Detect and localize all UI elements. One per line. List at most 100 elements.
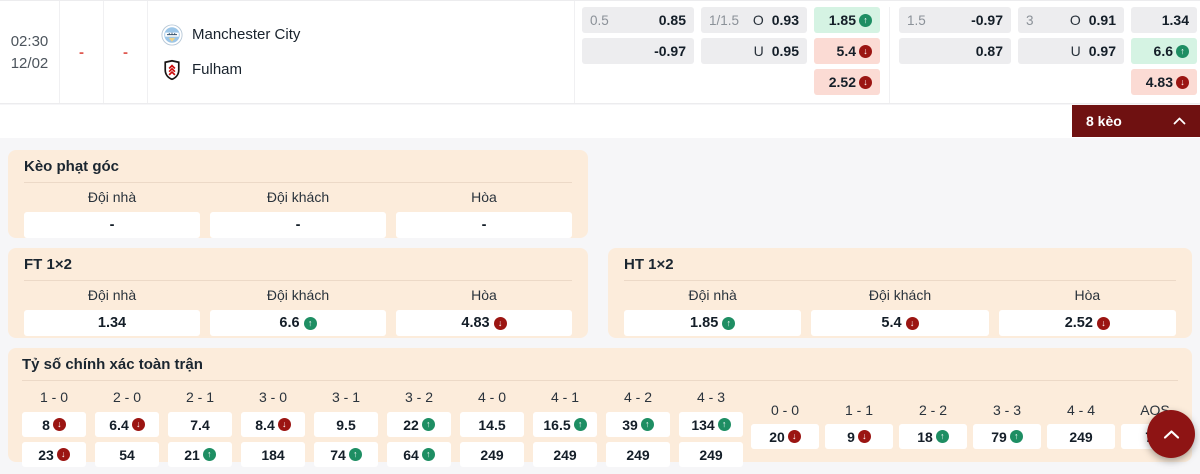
ft-values: 1.34 6.6 ↑ 4.83 ↓ <box>24 310 572 336</box>
away-header: Đội khách <box>266 189 330 205</box>
handicap-column-ft: 1.5 -0.97 0.87 <box>899 7 1011 103</box>
score-header: 1 - 1 <box>844 402 873 418</box>
handicap-column-ht: 0.5 0.85 -0.97 <box>582 7 694 103</box>
over-odds[interactable]: 1/1.5 O 0.93 <box>701 7 807 33</box>
1x2-draw-odds[interactable]: 4.83 ↓ <box>1131 69 1197 95</box>
under-odds[interactable]: U 0.95 <box>701 38 807 64</box>
odds-area: 0.5 0.85 -0.97 1/1.5 O 0.93 U 0.95 <box>575 1 1200 103</box>
score-header: 4 - 0 <box>477 389 506 405</box>
away-score: - <box>123 43 128 61</box>
score-odds-cell[interactable]: 249 <box>606 442 670 467</box>
score-grid-main: 1 - 0 2 - 0 2 - 1 3 - 0 3 - 1 3 - 2 4 - … <box>22 387 743 467</box>
score-odds-cell[interactable]: 54 <box>95 442 159 467</box>
trend-up-icon: ↑ <box>640 418 654 431</box>
score-header: 2 - 2 <box>918 402 947 418</box>
away-team-row[interactable]: Fulham <box>161 59 574 81</box>
sub-bar: 8 kèo <box>0 105 1200 138</box>
handicap-away-odds[interactable]: -0.97 <box>582 38 694 64</box>
score-header: 2 - 0 <box>112 389 141 405</box>
match-time-column: 02:30 12/02 <box>0 1 60 103</box>
teams-column: Manchester City Fulham <box>148 1 575 103</box>
ft-headers: Đội nhà Đội khách Hòa <box>24 287 572 305</box>
draw-header: Hòa <box>471 287 497 303</box>
score-odds-cell[interactable]: 21 ↑ <box>168 442 232 467</box>
trend-up-icon: ↑ <box>573 418 587 431</box>
score-odds-cell[interactable]: 20 ↓ <box>751 424 819 449</box>
score-odds-cell[interactable]: 18 ↑ <box>899 424 967 449</box>
score-odds-cell[interactable]: 79 ↑ <box>973 424 1041 449</box>
1x2-home-odds[interactable]: 1.85 ↑ <box>814 7 880 33</box>
1x2-draw-odds[interactable]: 2.52 ↓ <box>814 69 880 95</box>
handicap-home-odds[interactable]: 0.5 0.85 <box>582 7 694 33</box>
score-odds-cell[interactable]: 249 <box>460 442 524 467</box>
total-column-ht: 1/1.5 O 0.93 U 0.95 <box>701 7 807 103</box>
trend-down-icon: ↓ <box>277 418 291 431</box>
score-odds-cell[interactable]: 23 ↓ <box>22 442 86 467</box>
score-odds-cell[interactable]: 14.5 <box>460 412 524 437</box>
score-header: 0 - 0 <box>770 402 799 418</box>
trend-up-icon: ↑ <box>1176 44 1189 58</box>
ht-headers: Đội nhà Đội khách Hòa <box>624 287 1176 305</box>
score-odds-cell[interactable]: 9 ↓ <box>825 424 893 449</box>
handicap-away-odds[interactable]: 0.87 <box>899 38 1011 64</box>
ft-away-odds[interactable]: 6.6 ↑ <box>210 310 386 336</box>
scroll-to-top-button[interactable] <box>1147 410 1195 458</box>
corner-away-odds[interactable]: - <box>210 212 386 238</box>
away-team-name: Fulham <box>192 61 243 78</box>
score-header: 4 - 4 <box>1066 402 1095 418</box>
score-header: 2 - 1 <box>185 389 214 405</box>
over-label: O <box>1069 12 1081 28</box>
score-odds-cell[interactable]: 184 <box>241 442 305 467</box>
corner-draw-odds[interactable]: - <box>396 212 572 238</box>
score-odds-cell[interactable]: 249 <box>533 442 597 467</box>
odds-count-label: 8 kèo <box>1086 113 1122 129</box>
corner-home-odds[interactable]: - <box>24 212 200 238</box>
score-grids: 1 - 0 2 - 0 2 - 1 3 - 0 3 - 1 3 - 2 4 - … <box>22 381 1189 467</box>
1x2-away-odds[interactable]: 5.4 ↓ <box>814 38 880 64</box>
away-header: Đội khách <box>266 287 330 303</box>
trend-down-icon: ↓ <box>131 418 145 431</box>
score-odds-cell[interactable]: 39 ↑ <box>606 412 670 437</box>
score-odds-cell[interactable]: 16.5 ↑ <box>533 412 597 437</box>
odds-count-toggle[interactable]: 8 kèo <box>1072 105 1200 137</box>
score-header: 3 - 2 <box>404 389 433 405</box>
ft-draw-odds[interactable]: 4.83 ↓ <box>396 310 572 336</box>
under-odds[interactable]: U 0.97 <box>1018 38 1124 64</box>
score-odds-cell[interactable]: 6.4 ↓ <box>95 412 159 437</box>
score-header: 4 - 2 <box>623 389 652 405</box>
score-odds-cell[interactable]: 249 <box>679 442 743 467</box>
score-odds-cell[interactable]: 8.4 ↓ <box>241 412 305 437</box>
corner-values: - - - <box>24 212 572 238</box>
ft-home-odds[interactable]: 1.34 <box>24 310 200 336</box>
trend-down-icon: ↓ <box>52 418 66 431</box>
ht-away-odds[interactable]: 5.4 ↓ <box>811 310 989 336</box>
odds-group-ht: 0.5 0.85 -0.97 1/1.5 O 0.93 U 0.95 <box>582 7 889 103</box>
score-odds-cell[interactable]: 64 ↑ <box>387 442 451 467</box>
score-grid-draws: 0 - 0 1 - 1 2 - 2 3 - 3 4 - 4 AOS 20 ↓ 9 ↓… <box>751 400 1189 449</box>
correct-score-panel: Tỷ số chính xác toàn trận 1 - 0 2 - 0 2 … <box>8 348 1192 467</box>
ht-draw-odds[interactable]: 2.52 ↓ <box>998 310 1176 336</box>
home-team-row[interactable]: Manchester City <box>161 23 574 46</box>
home-header: Đội nhà <box>87 287 137 303</box>
total-line: 1/1.5 <box>709 12 740 28</box>
home-team-name: Manchester City <box>192 26 301 43</box>
score-odds-cell[interactable]: 249 <box>1047 424 1115 449</box>
total-column-ft: 3 O 0.91 U 0.97 <box>1018 7 1124 103</box>
score-odds-cell[interactable]: 7.4 <box>168 412 232 437</box>
trend-up-icon: ↑ <box>859 13 872 27</box>
under-label: U <box>753 43 764 59</box>
home-header: Đội nhà <box>87 189 137 205</box>
handicap-home-odds[interactable]: 1.5 -0.97 <box>899 7 1011 33</box>
trend-up-icon: ↑ <box>935 430 949 443</box>
score-odds-cell[interactable]: 9.5 <box>314 412 378 437</box>
1x2-home-odds[interactable]: 1.34 <box>1131 7 1197 33</box>
score-odds-cell[interactable]: 134 ↑ <box>679 412 743 437</box>
score-odds-cell[interactable]: 8 ↓ <box>22 412 86 437</box>
score-header: 1 - 0 <box>39 389 68 405</box>
over-odds[interactable]: 3 O 0.91 <box>1018 7 1124 33</box>
ht-home-odds[interactable]: 1.85 ↑ <box>624 310 802 336</box>
1x2-away-odds[interactable]: 6.6 ↑ <box>1131 38 1197 64</box>
away-score-cell: - <box>104 1 148 103</box>
score-odds-cell[interactable]: 22 ↑ <box>387 412 451 437</box>
score-odds-cell[interactable]: 74 ↑ <box>314 442 378 467</box>
